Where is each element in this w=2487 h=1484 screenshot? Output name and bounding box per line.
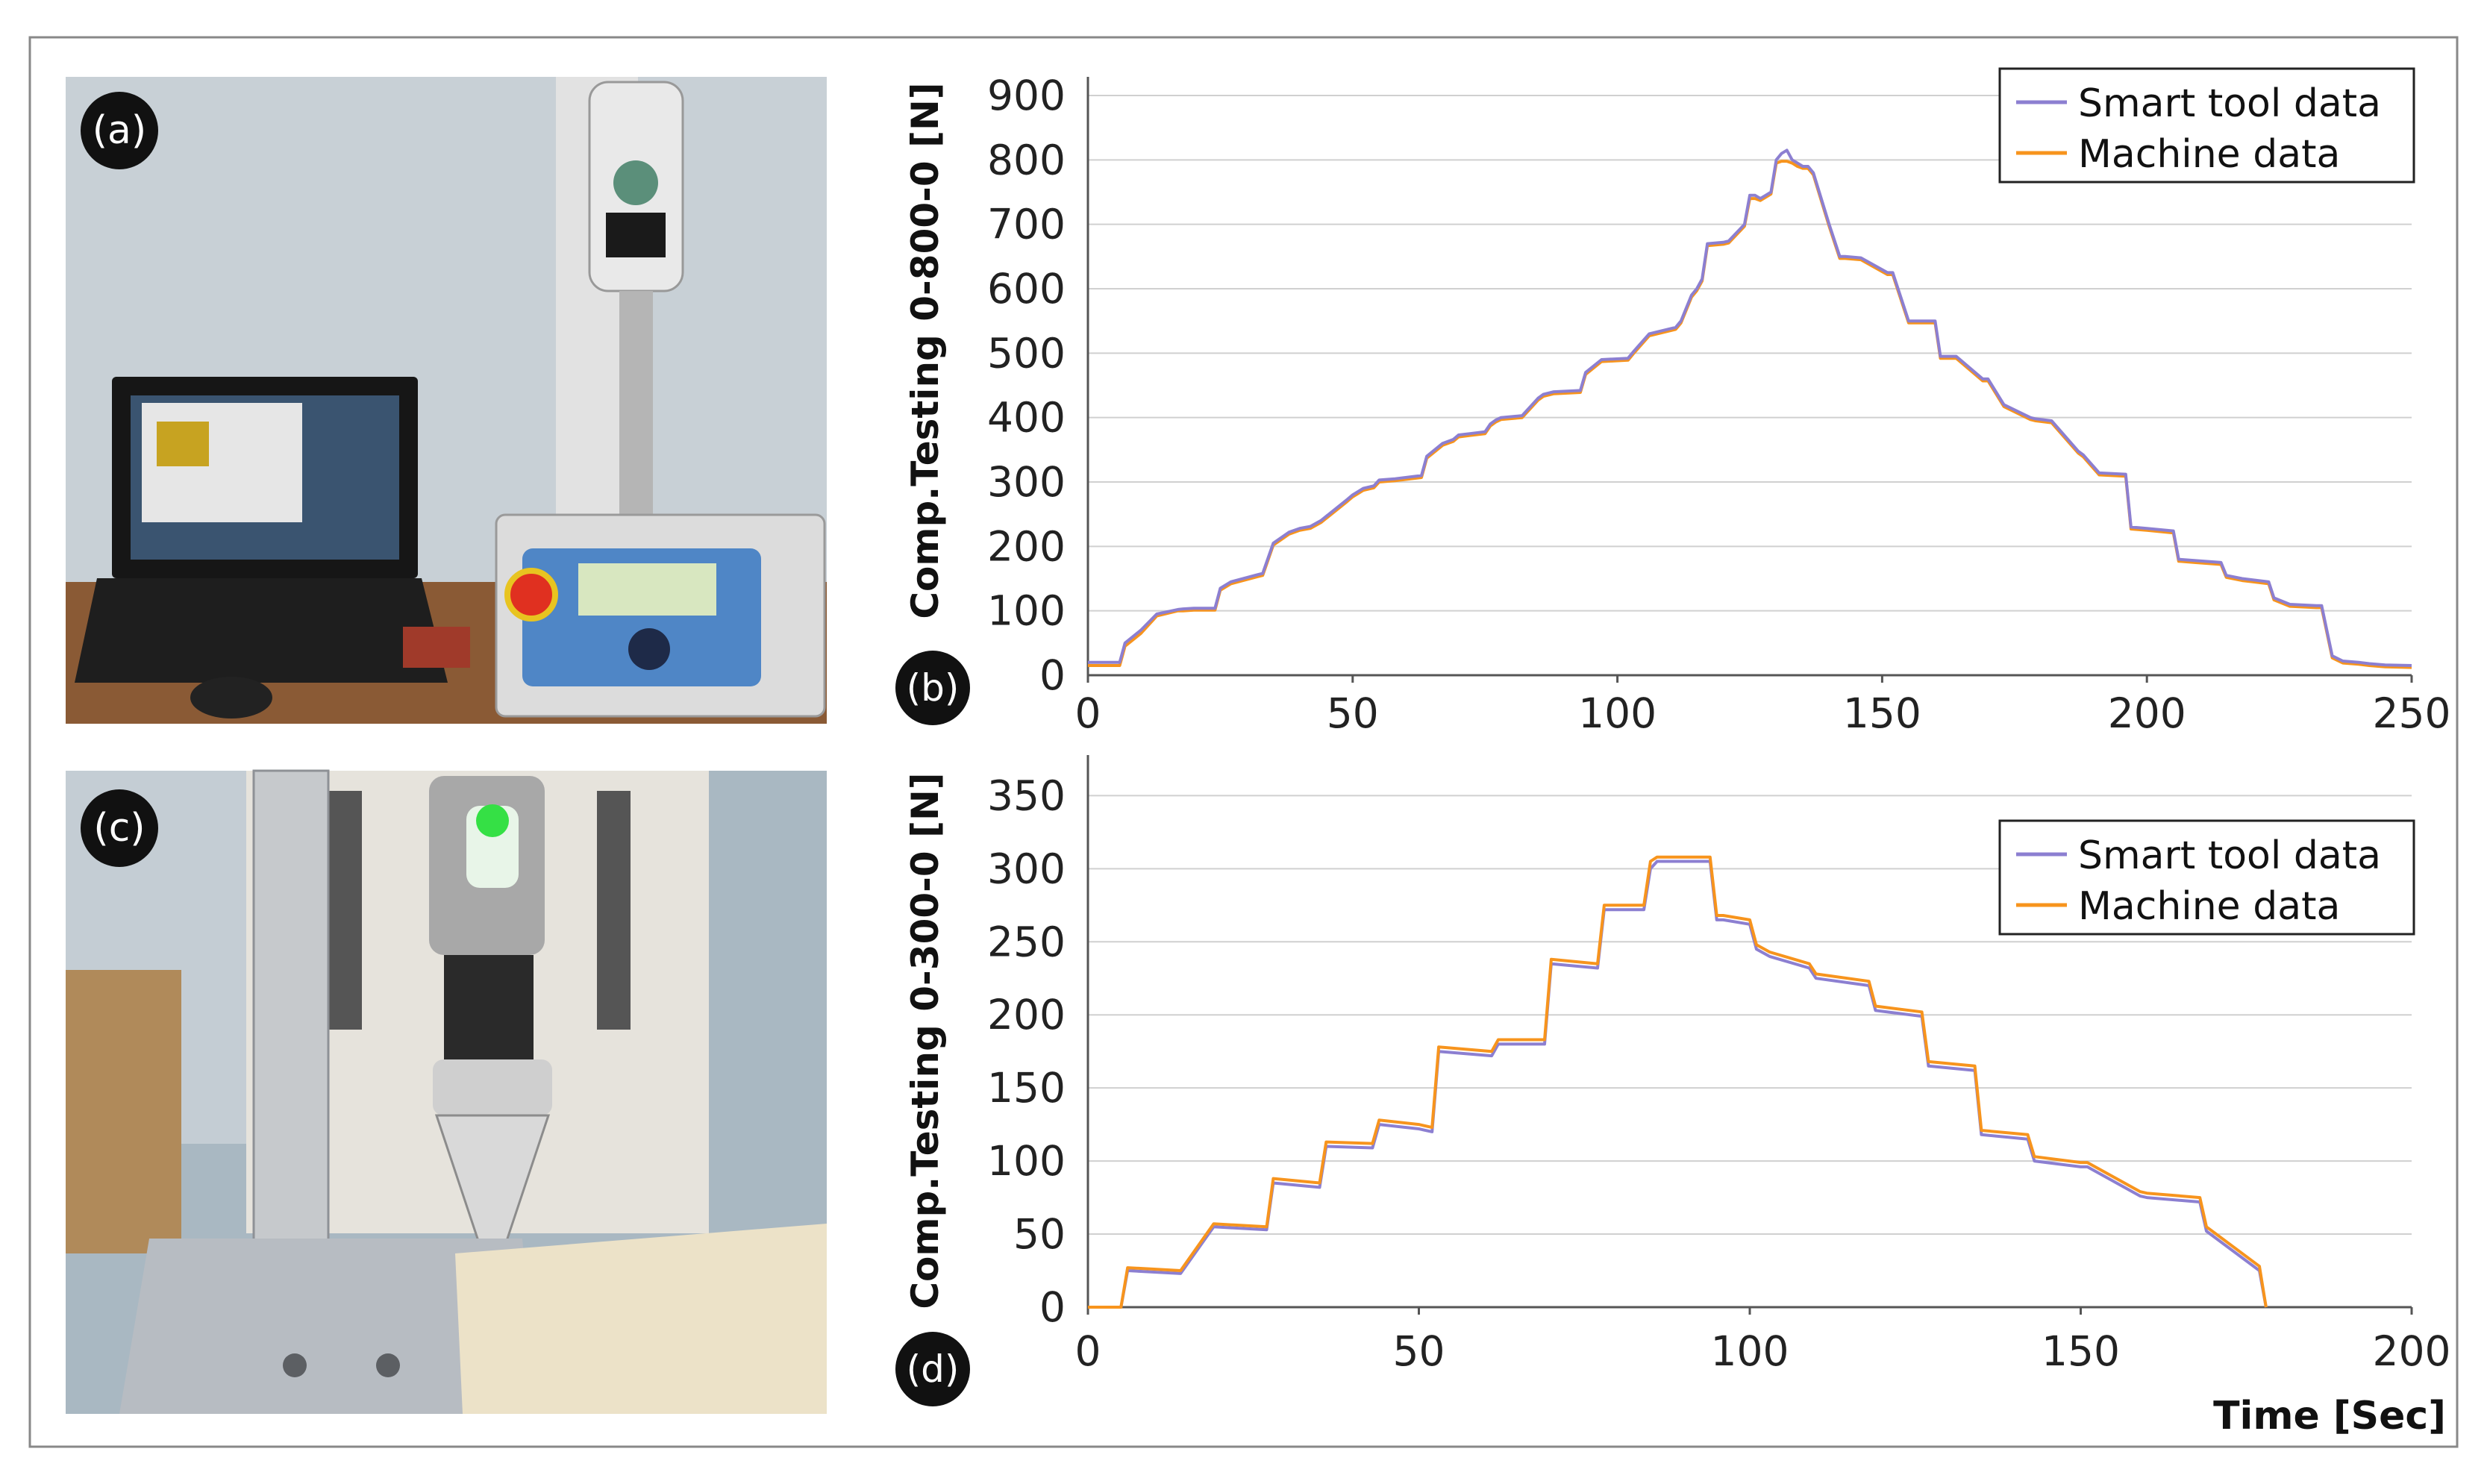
- y-tick-label: 100: [987, 587, 1066, 635]
- y-tick-label: 50: [1013, 1210, 1066, 1258]
- y-tick-label: 0: [1039, 1283, 1066, 1331]
- x-tick-label: 200: [2373, 1327, 2451, 1375]
- series-line-b-smart-tool: [1088, 148, 2412, 667]
- vertical-bar: [252, 769, 330, 1317]
- housing-slot-left: [328, 791, 362, 1030]
- base-plate: [119, 1239, 537, 1414]
- x-tick-label: 200: [2108, 689, 2186, 737]
- force-gauge-buttons: [613, 160, 658, 205]
- panel-label-b: (b): [895, 651, 970, 725]
- y-tick-label: 400: [987, 394, 1066, 442]
- series-line-d-machine: [1088, 855, 2268, 1309]
- cardboard-box: [66, 970, 181, 1253]
- x-tick-label: 50: [1327, 689, 1379, 737]
- y-tick-label: 500: [987, 329, 1066, 377]
- x-tick-label: 50: [1393, 1327, 1445, 1375]
- force-gauge-display: [606, 213, 666, 257]
- chart-b: 0 100 200 300 400 500 600 700 800 900 0 50 100 150 200…: [904, 67, 2451, 737]
- legend-label: Machine data: [2078, 132, 2340, 177]
- x-tick-label: 150: [2042, 1327, 2120, 1375]
- tool-collar: [433, 1059, 552, 1115]
- y-tick-label: 100: [987, 1137, 1066, 1185]
- y-tick-label: 150: [987, 1064, 1066, 1112]
- panel-label-a: (a): [81, 92, 158, 169]
- legend-box-d: [1998, 819, 2415, 936]
- panel-label-a-circle: [81, 92, 158, 169]
- tool-led: [476, 804, 509, 837]
- work-piece: [455, 1224, 827, 1414]
- x-tick-label: 150: [1843, 689, 1921, 737]
- panel-label-b-circle: [895, 651, 970, 725]
- tool-electronics: [444, 955, 534, 1059]
- panel-label-c-text: (c): [93, 806, 145, 851]
- y-tick-label: 800: [987, 136, 1066, 184]
- x-tick-label: 0: [1075, 689, 1101, 737]
- panel-label-b-text: (b): [907, 666, 960, 710]
- controller-knob: [628, 628, 670, 670]
- panel-label-a-text: (a): [93, 108, 146, 153]
- plate-hole-1: [283, 1353, 307, 1377]
- x-tick-label: 0: [1075, 1327, 1101, 1375]
- x-tick-label: 100: [1711, 1327, 1789, 1375]
- panel-label-d-circle: [895, 1332, 970, 1406]
- y-tick-label: 300: [987, 458, 1066, 506]
- test-stand-rod: [619, 291, 653, 530]
- photo-panel-c: [66, 769, 827, 1414]
- tool-cone-tip: [434, 1114, 551, 1287]
- y-tick-label: 200: [987, 991, 1066, 1039]
- laptop-keyboard: [75, 578, 448, 683]
- housing-slot-right: [597, 791, 631, 1030]
- laptop-window-plot: [157, 422, 209, 466]
- panel-label-d: (d): [895, 1332, 970, 1406]
- y-tick-label: 350: [987, 771, 1066, 819]
- y-tick-label: 900: [987, 72, 1066, 119]
- panel-label-d-text: (d): [907, 1347, 960, 1391]
- y-tick-label: 300: [987, 845, 1066, 892]
- legend-box-b: [1998, 67, 2415, 184]
- mouse: [190, 677, 272, 718]
- x-tick-label: 250: [2373, 689, 2451, 737]
- y-tick-label: 700: [987, 201, 1066, 248]
- panel-label-c: (c): [81, 789, 158, 867]
- legend-label: Machine data: [2078, 884, 2340, 929]
- x-tick-label: 100: [1578, 689, 1657, 737]
- emergency-stop: [504, 568, 558, 622]
- legend-label: Smart tool data: [2078, 833, 2381, 878]
- x-axis-label-d: Time [Sec]: [2213, 1394, 2446, 1438]
- plate-hole-2: [376, 1353, 400, 1377]
- y-tick-label: 250: [987, 918, 1066, 965]
- y-tick-label: 600: [987, 265, 1066, 313]
- y-tick-label: 200: [987, 522, 1066, 570]
- y-axis-label-d: Comp.Testing 0-300-0 [N]: [904, 772, 947, 1309]
- panel-label-c-circle: [81, 789, 158, 867]
- chart-d: 0 50 100 150 200 250 300 350 0 50 100 150 200 Comp.Te…: [904, 755, 2450, 1438]
- y-tick-label: 0: [1039, 651, 1066, 699]
- legend-label: Smart tool data: [2078, 81, 2381, 126]
- photo-panel-a: [66, 77, 827, 724]
- controller-lcd: [578, 563, 716, 616]
- y-axis-label-b: Comp.Testing 0-800-0 [N]: [904, 82, 947, 619]
- circuit-board: [403, 627, 470, 668]
